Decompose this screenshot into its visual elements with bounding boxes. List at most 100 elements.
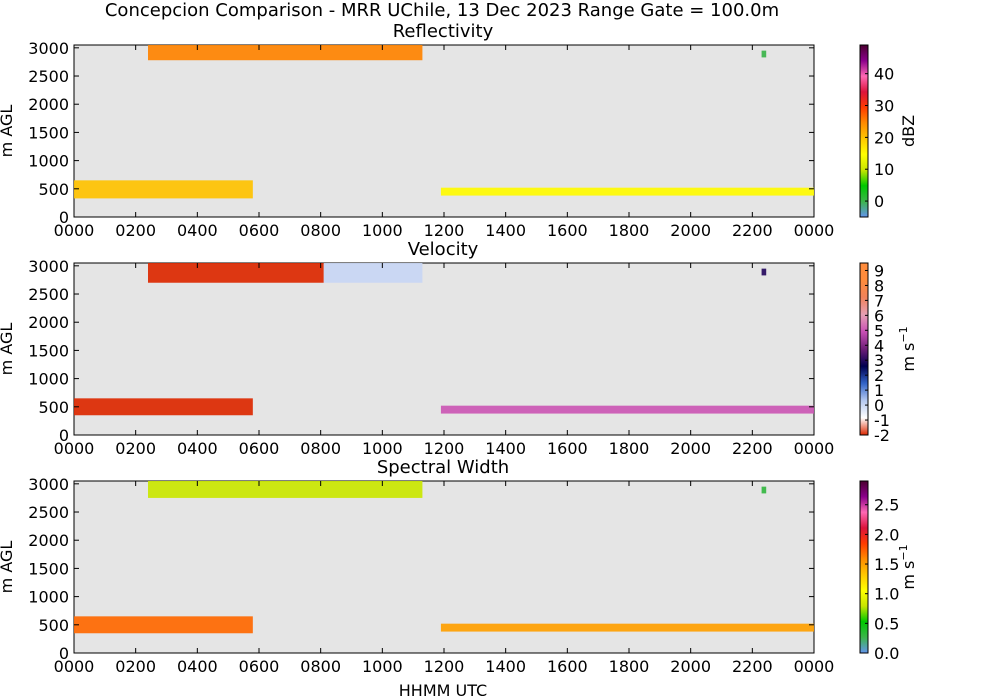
velocity-data-regions [74, 263, 814, 416]
y-tick-label: 500 [38, 180, 69, 199]
colorbar-label: m s−1 [897, 544, 918, 589]
panel-title-spectral-width: Spectral Width [377, 457, 509, 478]
x-tick-label: 1000 [362, 439, 403, 458]
colorbar-tick-label: 30 [874, 97, 894, 116]
panel-title-velocity: Velocity [408, 239, 479, 260]
x-tick-label: 0400 [177, 657, 218, 676]
x-tick-label: 0600 [239, 439, 280, 458]
y-tick-label: 500 [38, 616, 69, 635]
x-tick-label: 0600 [239, 221, 280, 240]
x-tick-label: 0200 [115, 221, 156, 240]
colorbar-tick-label: 7 [874, 291, 884, 310]
x-tick-label: 1400 [485, 221, 526, 240]
colorbar-tick-label: 6 [874, 306, 884, 325]
x-tick-label: 1200 [424, 657, 465, 676]
colorbar-tick-label: 1.0 [874, 585, 899, 604]
colorbar-tick-label: 0 [874, 396, 884, 415]
reflectivity-x-ticks: 0000 0200 0400 0600 0800 1000 1200 1400 1600 1800… [54, 45, 834, 240]
data-region-4 [761, 268, 767, 276]
data-region-2 [74, 398, 253, 416]
figure-title: Concepcion Comparison - MRR UChile, 13 D… [105, 0, 779, 21]
x-tick-label: 1800 [609, 657, 650, 676]
reflectivity-colorbar: 0 10 20 30 40 dBZ [859, 44, 918, 218]
data-region-1 [74, 180, 253, 199]
x-tick-label: 0000 [54, 221, 95, 240]
data-region-3 [761, 50, 767, 58]
colorbar-tick-label: 3 [874, 351, 884, 370]
colorbar-label: m s−1 [897, 326, 918, 371]
x-tick-label: 0800 [300, 657, 341, 676]
y-tick-label: 0 [59, 426, 69, 445]
x-tick-label: 0600 [239, 657, 280, 676]
x-tick-label: 0800 [300, 439, 341, 458]
colorbar-tick-label: 2.0 [874, 525, 899, 544]
colorbar-tick-label: -1 [874, 411, 890, 430]
colorbar-tick-label: 5 [874, 321, 884, 340]
y-tick-label: 2500 [28, 285, 69, 304]
x-tick-label: 1000 [362, 221, 403, 240]
x-tick-label: 1000 [362, 657, 403, 676]
y-tick-label: 1000 [28, 588, 69, 607]
x-tick-label: 2200 [732, 439, 773, 458]
colorbar-tick-label: 0.0 [874, 644, 899, 663]
x-tick-label: 0400 [177, 221, 218, 240]
y-tick-label: 1000 [28, 152, 69, 171]
y-tick-label: 3000 [28, 257, 69, 276]
data-region-3 [761, 486, 767, 494]
data-region-0 [148, 481, 423, 498]
y-tick-label: 0 [59, 208, 69, 227]
colorbar-gradient [859, 262, 869, 436]
y-tick-label: 1500 [28, 123, 69, 142]
x-tick-label: 1600 [547, 221, 588, 240]
x-tick-label: 2000 [670, 657, 711, 676]
y-tick-label: 2500 [28, 67, 69, 86]
colorbar-tick-label: 1 [874, 381, 884, 400]
colorbar-tick-label: 20 [874, 128, 894, 147]
colorbar-label: dBZ [899, 115, 918, 147]
y-tick-label: 2000 [28, 95, 69, 114]
y-tick-label: 500 [38, 398, 69, 417]
data-region-2 [440, 187, 814, 196]
x-tick-label: 0000 [794, 439, 835, 458]
x-tick-label: 1200 [424, 439, 465, 458]
colorbar-tick-label: 2.5 [874, 496, 899, 515]
panel-title-reflectivity: Reflectivity [393, 21, 494, 42]
y-tick-label: 0 [59, 644, 69, 663]
y-tick-label: 1500 [28, 341, 69, 360]
colorbar-tick-label: 2 [874, 366, 884, 385]
colorbar-tick-label: 9 [874, 261, 884, 280]
x-tick-label: 1800 [609, 439, 650, 458]
x-tick-label: 1200 [424, 221, 465, 240]
y-tick-label: 1000 [28, 370, 69, 389]
x-tick-label: 1400 [485, 657, 526, 676]
spectral-width-colorbar: 0.0 0.5 1.0 1.5 2.0 2.5 m s−1 [859, 480, 918, 663]
colorbar-gradient [859, 44, 869, 218]
colorbar-tick-label: 1.5 [874, 555, 899, 574]
data-region-3 [440, 405, 814, 414]
colorbar-tick-label: 8 [874, 276, 884, 295]
panel-spectral-width: Spectral Width 050010001500200025003000 … [0, 457, 918, 676]
x-tick-label: 0800 [300, 221, 341, 240]
x-tick-label: 0000 [54, 657, 95, 676]
x-tick-label: 0000 [54, 439, 95, 458]
data-region-1 [323, 263, 423, 283]
colorbar-tick-label: -2 [874, 426, 890, 445]
data-region-0 [148, 45, 423, 61]
velocity-y-axis-label: m AGL [0, 323, 16, 376]
x-tick-label: 1800 [609, 221, 650, 240]
y-tick-label: 1500 [28, 559, 69, 578]
x-axis-label: HHMM UTC [399, 681, 487, 700]
x-tick-label: 0000 [794, 657, 835, 676]
colorbar-tick-label: 0.5 [874, 614, 899, 633]
colorbar-tick-label: 0 [874, 192, 884, 211]
x-tick-label: 0200 [115, 439, 156, 458]
x-tick-label: 1400 [485, 439, 526, 458]
x-tick-label: 2200 [732, 657, 773, 676]
x-tick-label: 2000 [670, 439, 711, 458]
x-tick-label: 1600 [547, 439, 588, 458]
reflectivity-y-axis-label: m AGL [0, 105, 16, 158]
y-tick-label: 2000 [28, 531, 69, 550]
